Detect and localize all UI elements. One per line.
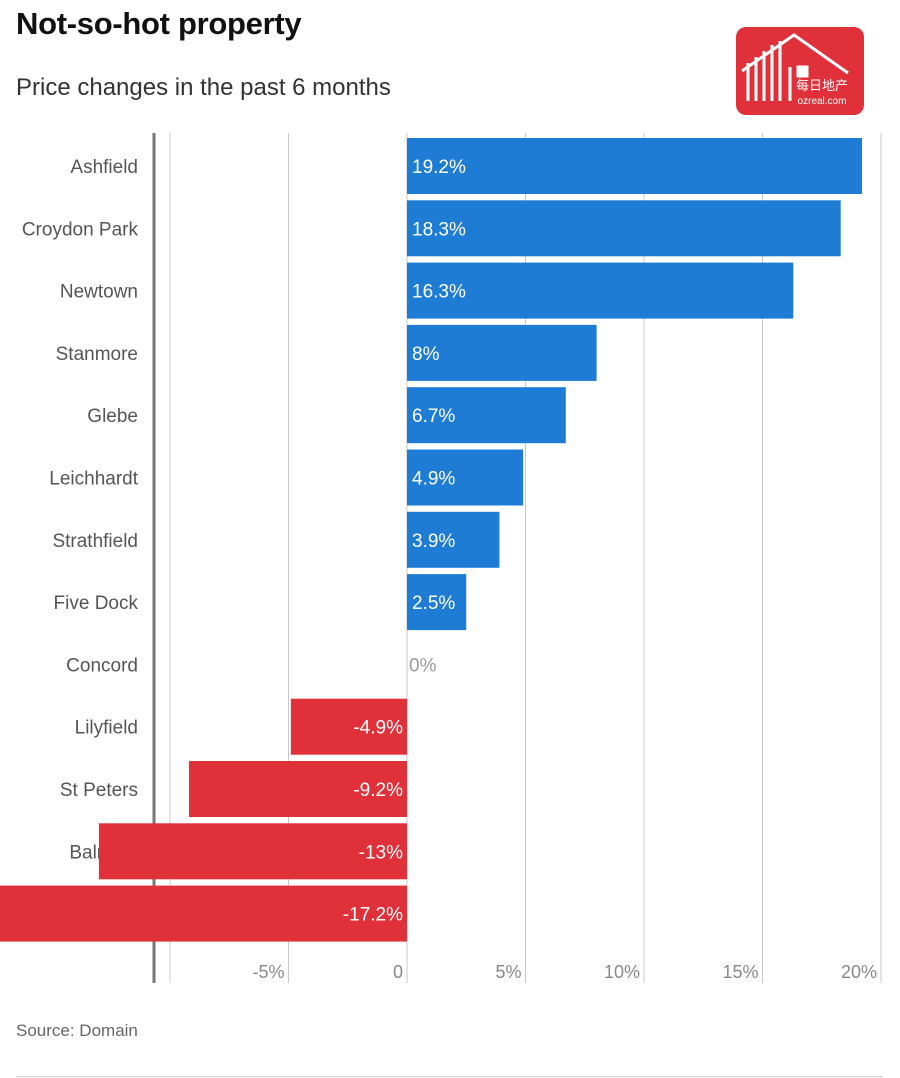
bar [407, 138, 863, 194]
bar [407, 449, 524, 506]
data-label: -17.2% [343, 905, 403, 926]
x-tick-label: 10% [604, 962, 640, 982]
bar [407, 324, 597, 381]
data-label: 0% [409, 655, 437, 676]
data-label: -13% [359, 842, 403, 863]
data-label: 2.5% [412, 593, 455, 614]
data-label: 3.9% [412, 531, 455, 552]
category-label: Croydon Park [22, 219, 139, 240]
footer-divider [16, 1076, 882, 1077]
x-tick-label: 15% [722, 962, 758, 982]
bar [407, 200, 841, 257]
x-tick-label: 20% [841, 962, 877, 982]
data-label: 4.9% [412, 469, 455, 490]
category-label: Concord [66, 655, 138, 676]
x-tick-label: 0 [393, 962, 403, 982]
logo-text-cn: 每日地产 [796, 78, 848, 94]
bar [98, 823, 408, 880]
bar [188, 761, 407, 817]
bar [407, 262, 794, 319]
category-label: Ashfield [70, 157, 138, 178]
chart-title: Not-so-hot property [16, 6, 302, 41]
logo-text-url: ozreal.com [798, 96, 847, 107]
bar [407, 511, 500, 568]
bar [407, 387, 566, 444]
category-label: Leichhardt [49, 469, 138, 490]
data-label: -9.2% [353, 780, 403, 801]
house-logo-icon [741, 33, 849, 101]
category-label: St Peters [60, 780, 138, 801]
data-label: 8% [412, 344, 440, 365]
data-label: 18.3% [412, 219, 466, 240]
category-label: Glebe [87, 406, 138, 427]
data-label: 6.7% [412, 406, 455, 427]
category-label: Strathfield [52, 531, 138, 552]
category-label: Newtown [60, 282, 138, 303]
bar [407, 574, 467, 631]
bar-chart: -5% 0 5% 10% 15% 20% Ashfield 19.2% Croydon Park… [0, 133, 882, 983]
category-label: Stanmore [56, 344, 138, 365]
data-label: 19.2% [412, 157, 466, 178]
x-tick-label: 5% [495, 962, 521, 982]
data-label: 16.3% [412, 282, 466, 303]
data-label: -4.9% [353, 718, 403, 739]
chart-subtitle: Price changes in the past 6 months [16, 74, 391, 101]
bar [0, 885, 408, 942]
category-label: Lilyfield [75, 718, 138, 739]
category-label: Five Dock [54, 593, 139, 614]
ozreal-logo: 每日地产 ozreal.com [736, 27, 864, 115]
source-note: Source: Domain [16, 1021, 138, 1040]
bar [290, 698, 407, 755]
x-tick-label: -5% [252, 962, 284, 982]
